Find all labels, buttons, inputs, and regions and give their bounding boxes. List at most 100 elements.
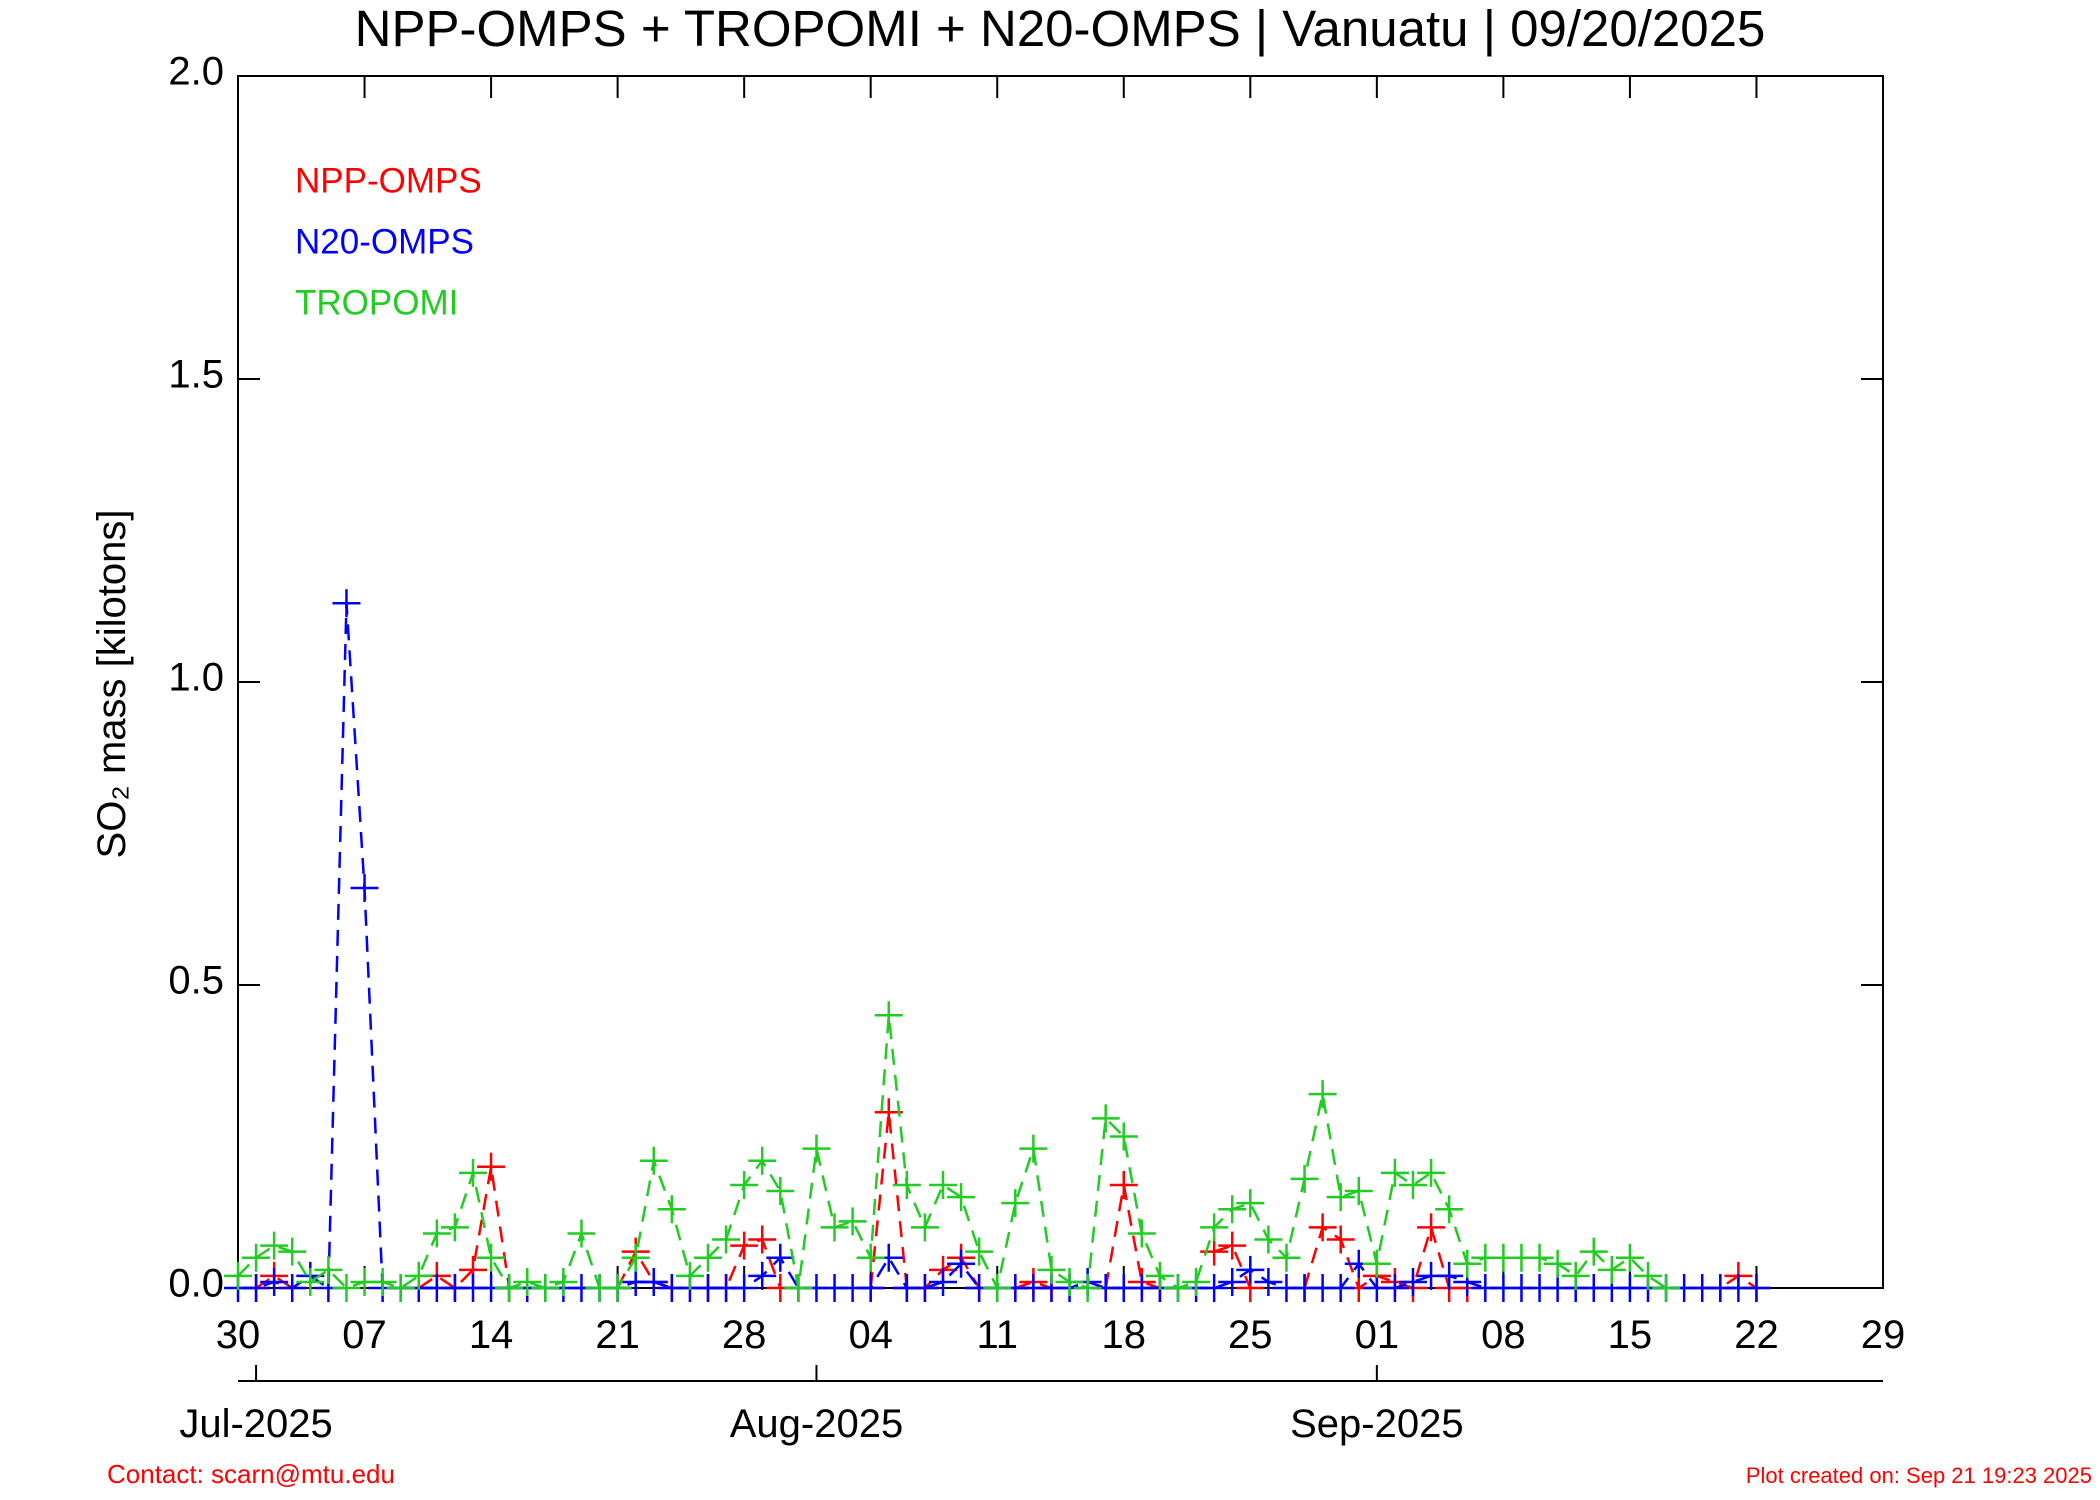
data-point [1308, 1213, 1337, 1242]
data-point [639, 1267, 668, 1296]
data-point [947, 1183, 976, 1212]
data-point [1525, 1243, 1554, 1272]
data-point [1200, 1213, 1229, 1242]
data-point [1615, 1243, 1644, 1272]
data-point [1091, 1104, 1120, 1133]
data-point [368, 1267, 397, 1296]
data-point [1037, 1255, 1066, 1284]
data-point [621, 1243, 650, 1272]
data-point [224, 1261, 252, 1290]
data-point [1127, 1219, 1156, 1248]
chart-title: NPP-OMPS + TROPOMI + N20-OMPS | Vanuatu … [355, 0, 1766, 57]
data-point [1380, 1274, 1409, 1302]
data-point [1236, 1255, 1265, 1284]
x-tick-label: 11 [976, 1313, 1018, 1357]
data-point [1145, 1261, 1174, 1290]
data-point [1579, 1237, 1608, 1266]
data-point [404, 1261, 433, 1290]
data-point [1326, 1225, 1355, 1254]
month-label: Sep-2025 [1290, 1402, 1463, 1446]
data-point [1399, 1170, 1427, 1199]
data-point [892, 1170, 921, 1199]
data-point [1218, 1231, 1247, 1260]
data-point [350, 874, 379, 903]
data-point [242, 1274, 271, 1302]
data-point [1399, 1267, 1427, 1296]
data-point [639, 1146, 668, 1175]
data-point [1055, 1267, 1084, 1296]
data-point [1380, 1158, 1409, 1187]
data-point [965, 1237, 994, 1266]
data-point [1362, 1249, 1391, 1278]
data-point [838, 1207, 867, 1236]
data-point [766, 1243, 795, 1272]
data-point [567, 1219, 596, 1248]
data-point [1453, 1249, 1482, 1278]
data-point [929, 1170, 957, 1199]
data-point [513, 1267, 542, 1296]
y-tick-label: 0.5 [168, 959, 224, 1003]
data-point [260, 1231, 289, 1260]
data-point [1435, 1195, 1464, 1224]
data-point [531, 1274, 560, 1302]
x-tick-label: 21 [595, 1313, 640, 1357]
month-label: Jul-2025 [179, 1402, 332, 1446]
data-point [856, 1274, 885, 1302]
data-point [947, 1249, 976, 1278]
data-point [1182, 1267, 1211, 1296]
data-point [730, 1170, 759, 1199]
data-point [1200, 1274, 1229, 1302]
data-point [1254, 1225, 1283, 1254]
data-point [1435, 1261, 1464, 1290]
data-point [748, 1146, 777, 1175]
data-point [549, 1267, 578, 1296]
data-point [278, 1274, 307, 1302]
data-point [477, 1152, 506, 1181]
data-point [1308, 1080, 1337, 1109]
data-point [1200, 1237, 1229, 1266]
data-point [477, 1243, 506, 1272]
data-point [459, 1158, 487, 1187]
x-tick-label: 15 [1608, 1313, 1653, 1357]
data-point [657, 1195, 686, 1224]
x-tick-label: 08 [1481, 1313, 1526, 1357]
data-point [1290, 1164, 1319, 1193]
y-tick-label: 1.5 [168, 353, 224, 397]
data-point [929, 1267, 957, 1296]
data-point [1561, 1261, 1590, 1290]
series-line [237, 1015, 1667, 1292]
x-tick-label: 22 [1734, 1313, 1779, 1357]
data-point [1652, 1274, 1681, 1302]
x-tick-label: 25 [1228, 1313, 1273, 1357]
data-point [748, 1261, 777, 1290]
data-point [1326, 1183, 1355, 1212]
data-point [1326, 1274, 1355, 1302]
data-point [712, 1225, 741, 1254]
data-point [386, 1274, 415, 1302]
y-tick-label: 2.0 [168, 50, 224, 94]
data-point [1254, 1267, 1283, 1296]
y-axis-label: SO₂ mass [kilotons] [90, 510, 134, 859]
data-point [675, 1261, 704, 1290]
data-point [332, 589, 361, 618]
data-point [802, 1134, 831, 1163]
data-point [1109, 1170, 1138, 1199]
data-point [730, 1231, 759, 1260]
data-point [495, 1274, 524, 1302]
data-point [1742, 1274, 1771, 1302]
data-point [1543, 1249, 1572, 1278]
x-tick-label: 30 [216, 1313, 261, 1357]
data-point [314, 1255, 343, 1284]
data-point [1073, 1274, 1102, 1302]
month-label: Aug-2025 [730, 1402, 903, 1446]
x-tick-label: 18 [1102, 1313, 1147, 1357]
data-point [910, 1213, 939, 1242]
data-point [278, 1237, 307, 1266]
x-tick-label: 04 [848, 1313, 893, 1357]
data-point [1218, 1267, 1247, 1296]
data-point [910, 1274, 939, 1302]
data-point [983, 1274, 1012, 1302]
x-tick-label: 14 [469, 1313, 514, 1357]
data-point [766, 1177, 795, 1206]
